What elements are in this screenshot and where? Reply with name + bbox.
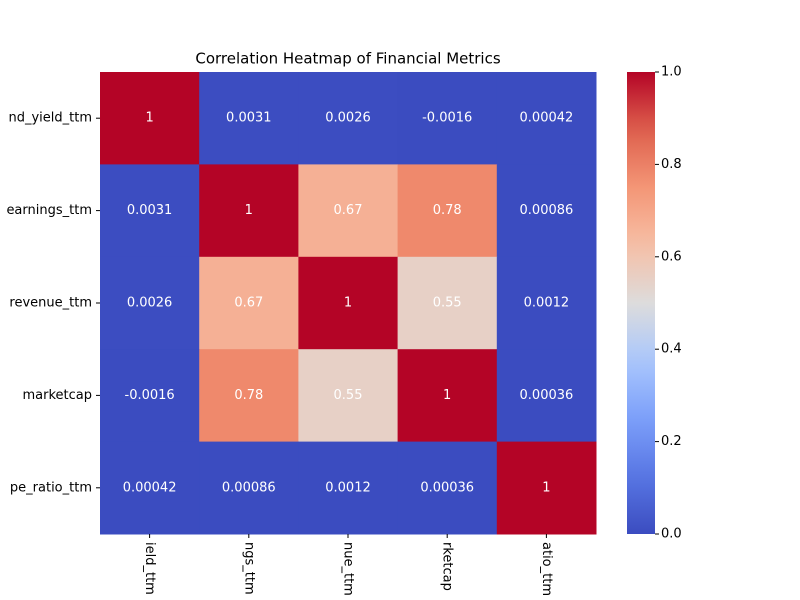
heatmap-cell: [100, 72, 200, 165]
heatmap-cell: [397, 441, 498, 535]
colorbar-tick-label: 0.4: [661, 342, 682, 357]
cell-label: 0.00036: [520, 388, 574, 403]
heatmap-cell: [397, 256, 498, 350]
cell-label: 0.78: [234, 388, 263, 403]
cell-label: 1: [245, 203, 253, 218]
cell-label: 0.00042: [123, 480, 177, 495]
heatmap-cell: [298, 349, 399, 443]
heatmap-cell: [397, 349, 498, 443]
colorbar-tick-label: 0.0: [661, 527, 682, 542]
y-tick-label: pe_ratio_ttm: [10, 480, 92, 495]
chart-title: Correlation Heatmap of Financial Metrics: [195, 50, 500, 68]
heatmap-cell: [199, 72, 299, 165]
x-tick-label: ield_ttm: [142, 542, 157, 595]
cell-label: 1: [344, 296, 352, 311]
cell-label: 0.0031: [226, 111, 272, 126]
cell-label: 0.0026: [127, 296, 173, 311]
cell-label: 0.0012: [524, 296, 570, 311]
heatmap-cell: [496, 72, 597, 165]
cell-label: 0.00042: [520, 111, 574, 126]
cell-label: 0.55: [334, 388, 363, 403]
heatmap-cell: [298, 256, 399, 350]
colorbar-tick-label: 1.0: [661, 65, 682, 80]
cell-label: 0.0012: [325, 480, 371, 495]
x-tick-label: nue_ttm: [341, 542, 356, 596]
x-tick-label: rketcap: [440, 542, 455, 591]
colorbar: [627, 72, 655, 534]
colorbar-tick-label: 0.8: [661, 157, 682, 172]
cell-label: 0.00036: [420, 480, 474, 495]
heatmap-cell: [199, 164, 299, 258]
cell-label: 1: [145, 111, 153, 126]
heatmap-cell: [100, 441, 200, 535]
heatmap-cell: [496, 256, 597, 350]
x-tick-label: ngs_ttm: [241, 542, 256, 595]
cell-label: 0.00086: [222, 480, 276, 495]
y-tick-label: revenue_ttm: [9, 296, 92, 311]
x-tick-label: atio_ttm: [539, 542, 554, 596]
y-tick-label: nd_yield_ttm: [8, 111, 92, 126]
heatmap-cell: [100, 349, 200, 443]
colorbar-tick-label: 0.2: [661, 434, 682, 449]
heatmap-cell: [496, 349, 597, 443]
cell-label: 0.78: [433, 203, 462, 218]
heatmap-cell: [199, 441, 299, 535]
cell-label: 0.00086: [520, 203, 574, 218]
heatmap-cell: [100, 256, 200, 350]
heatmap-cell: [397, 164, 498, 258]
cell-label: 1: [443, 388, 451, 403]
cell-label: 0.55: [433, 296, 462, 311]
heatmap-cell: [298, 164, 399, 258]
y-tick-label: marketcap: [22, 388, 92, 403]
cell-label: 0.67: [234, 296, 263, 311]
cell-label: 0.67: [334, 203, 363, 218]
cell-label: 0.0031: [127, 203, 173, 218]
cell-label: -0.0016: [422, 111, 472, 126]
heatmap-cell: [397, 72, 498, 165]
heatmap-cell: [298, 441, 399, 535]
heatmap-cell: [298, 72, 399, 165]
heatmap-cell: [199, 349, 299, 443]
heatmap-cell: [496, 164, 597, 258]
heatmap-cell: [496, 441, 597, 535]
cell-label: 1: [542, 480, 550, 495]
heatmap-cell: [100, 164, 200, 258]
y-tick-label: earnings_ttm: [6, 203, 92, 218]
heatmap-cell: [199, 256, 299, 350]
cell-label: 0.0026: [325, 111, 371, 126]
colorbar-tick-label: 0.6: [661, 249, 682, 264]
cell-label: -0.0016: [125, 388, 175, 403]
